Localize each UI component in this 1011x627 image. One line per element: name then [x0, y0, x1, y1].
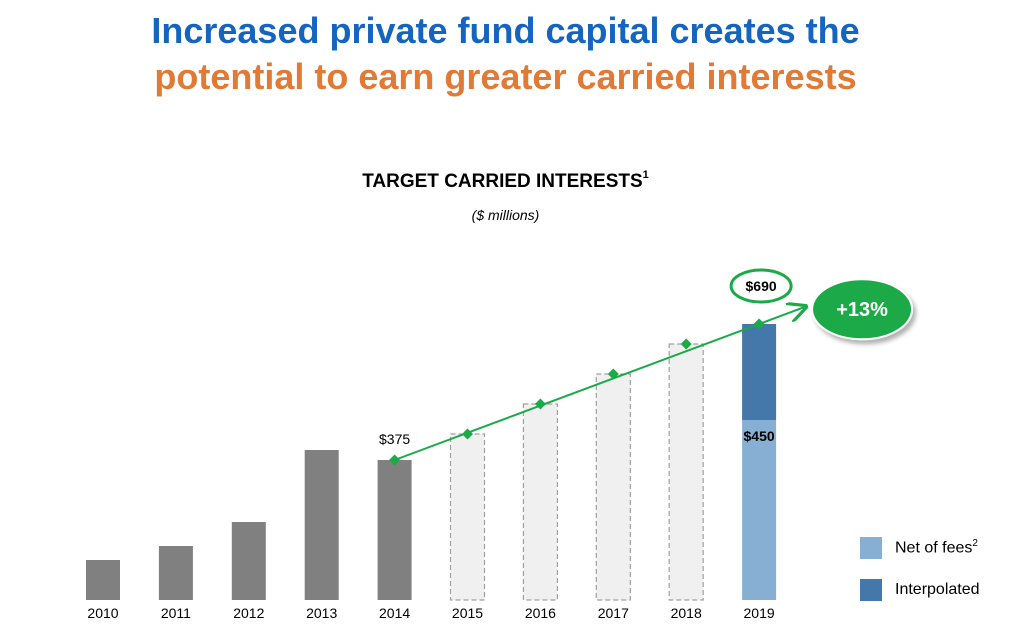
- x-tick-label-2011: 2011: [161, 605, 191, 621]
- x-tick-label-2019: 2019: [744, 605, 775, 621]
- legend-item-net-of-fees: Net of fees2: [860, 537, 978, 559]
- trend-marker-2014: [389, 454, 401, 466]
- trend-marker-2017: [607, 368, 619, 380]
- trend-marker-2016: [534, 398, 546, 410]
- bar-actual-2011: [158, 546, 193, 600]
- bar-projected-2016: [522, 403, 559, 601]
- x-tick-label-2015: 2015: [452, 605, 483, 621]
- x-tick-label-2016: 2016: [525, 605, 556, 621]
- legend-swatch-net-of-fees: [860, 537, 882, 559]
- x-tick-label-2013: 2013: [306, 605, 337, 621]
- legend-label-net-of-fees: Net of fees: [895, 539, 973, 557]
- chart-subtitle: ($ millions): [471, 207, 540, 223]
- headline-line-1: Increased private fund capital creates t…: [151, 10, 860, 51]
- bar-actual-2013: [304, 450, 339, 600]
- annotation-end-oval: [729, 268, 793, 304]
- chart-title-text: TARGET CARRIED INTERESTS: [362, 171, 643, 192]
- annotation-net-value: $450: [744, 428, 775, 444]
- legend-swatch-interpolated: [860, 579, 882, 601]
- x-tick-label-2018: 2018: [671, 605, 702, 621]
- chart-title: TARGET CARRIED INTERESTS1: [0, 169, 1011, 193]
- headline-line-2: potential to earn greater carried intere…: [154, 56, 857, 97]
- bar-interpolated-2019: [742, 324, 777, 420]
- growth-label: +13%: [836, 299, 888, 321]
- x-tick-label-2012: 2012: [233, 605, 264, 621]
- bar-actual-2012: [231, 522, 266, 600]
- x-tick-label-2010: 2010: [87, 605, 118, 621]
- legend-item-interpolated: Interpolated: [860, 579, 980, 601]
- bar-projected-2015: [449, 433, 486, 601]
- legend-label-interpolated: Interpolated: [895, 581, 980, 598]
- x-tick-label-2017: 2017: [598, 605, 629, 621]
- bar-projected-2018: [668, 343, 704, 601]
- growth-badge: [811, 278, 914, 341]
- trend-marker-2019: [753, 318, 765, 330]
- bar-actual-2010: [86, 560, 120, 600]
- bar-net-of-fees-2019: [742, 420, 777, 600]
- annotation-end-value: $690: [746, 278, 777, 294]
- x-tick-label-2014: 2014: [379, 605, 410, 621]
- bar-projected-2017: [595, 373, 631, 601]
- chart-title-superscript: 1: [642, 169, 649, 181]
- annotation-start-value: $375: [379, 431, 410, 447]
- trend-marker-2018: [680, 338, 692, 350]
- bar-actual-2014: [377, 460, 412, 600]
- trend-marker-2015: [462, 428, 473, 440]
- legend-superscript-net-of-fees: 2: [972, 538, 978, 550]
